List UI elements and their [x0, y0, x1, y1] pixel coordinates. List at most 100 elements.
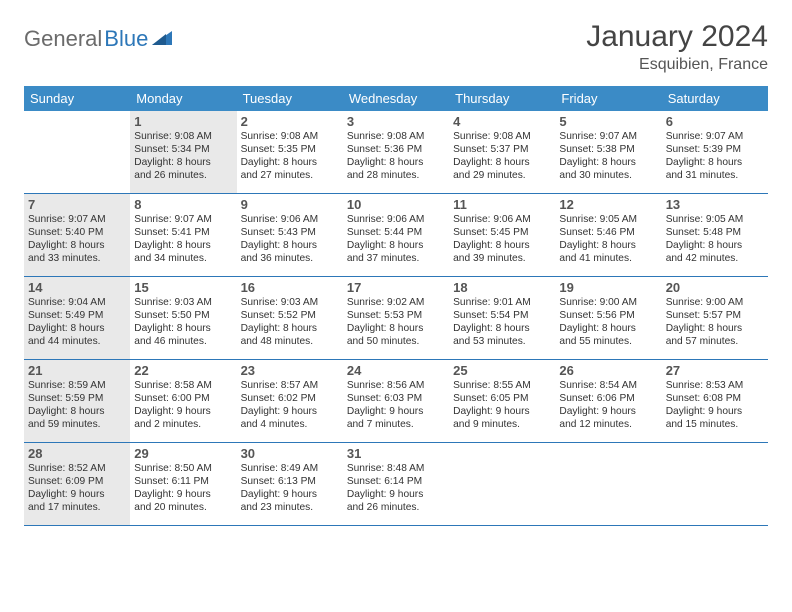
header: GeneralBlue January 2024 Esquibien, Fran…: [24, 20, 768, 74]
day-cell: 3Sunrise: 9:08 AMSunset: 5:36 PMDaylight…: [343, 111, 449, 193]
week-row: 28Sunrise: 8:52 AMSunset: 6:09 PMDayligh…: [24, 443, 768, 526]
day-info-line: Sunrise: 9:02 AM: [347, 296, 445, 309]
day-info-line: Sunset: 5:48 PM: [666, 226, 764, 239]
day-info-line: Sunrise: 9:08 AM: [134, 130, 232, 143]
day-cell: [24, 111, 130, 193]
day-info-line: Sunset: 5:34 PM: [134, 143, 232, 156]
day-info-line: Sunset: 6:14 PM: [347, 475, 445, 488]
day-info-line: Daylight: 8 hours: [241, 239, 339, 252]
day-info-line: Daylight: 8 hours: [134, 239, 232, 252]
day-info-line: Daylight: 9 hours: [347, 488, 445, 501]
day-info-line: Daylight: 8 hours: [453, 322, 551, 335]
day-info-line: Sunrise: 9:08 AM: [453, 130, 551, 143]
day-cell: 1Sunrise: 9:08 AMSunset: 5:34 PMDaylight…: [130, 111, 236, 193]
day-cell: 7Sunrise: 9:07 AMSunset: 5:40 PMDaylight…: [24, 194, 130, 276]
logo-triangle-icon: [152, 29, 172, 50]
weekday-header: Saturday: [662, 86, 768, 111]
day-info-line: Daylight: 8 hours: [241, 156, 339, 169]
day-info-line: Sunset: 5:54 PM: [453, 309, 551, 322]
day-info-line: Daylight: 9 hours: [453, 405, 551, 418]
day-number: 2: [241, 114, 339, 129]
weekday-header-row: SundayMondayTuesdayWednesdayThursdayFrid…: [24, 86, 768, 111]
day-info-line: Sunrise: 8:48 AM: [347, 462, 445, 475]
day-info-line: Sunset: 5:37 PM: [453, 143, 551, 156]
day-info-line: Sunset: 6:06 PM: [559, 392, 657, 405]
day-info-line: and 9 minutes.: [453, 418, 551, 431]
day-number: 4: [453, 114, 551, 129]
day-cell: [449, 443, 555, 525]
day-cell: 18Sunrise: 9:01 AMSunset: 5:54 PMDayligh…: [449, 277, 555, 359]
day-info-line: and 33 minutes.: [28, 252, 126, 265]
day-info-line: and 42 minutes.: [666, 252, 764, 265]
day-cell: 28Sunrise: 8:52 AMSunset: 6:09 PMDayligh…: [24, 443, 130, 525]
day-info-line: Sunrise: 9:06 AM: [347, 213, 445, 226]
day-cell: 6Sunrise: 9:07 AMSunset: 5:39 PMDaylight…: [662, 111, 768, 193]
day-number: 17: [347, 280, 445, 295]
day-info-line: Daylight: 8 hours: [559, 239, 657, 252]
day-info-line: Sunset: 5:38 PM: [559, 143, 657, 156]
weekday-header: Thursday: [449, 86, 555, 111]
day-number: 25: [453, 363, 551, 378]
day-cell: 12Sunrise: 9:05 AMSunset: 5:46 PMDayligh…: [555, 194, 661, 276]
logo: GeneralBlue: [24, 20, 172, 52]
day-cell: 10Sunrise: 9:06 AMSunset: 5:44 PMDayligh…: [343, 194, 449, 276]
day-info-line: and 28 minutes.: [347, 169, 445, 182]
day-number: 30: [241, 446, 339, 461]
day-info-line: Sunrise: 9:06 AM: [453, 213, 551, 226]
day-info-line: Sunset: 5:53 PM: [347, 309, 445, 322]
logo-text-general: General: [24, 26, 102, 52]
day-info-line: Sunrise: 9:08 AM: [241, 130, 339, 143]
day-cell: 21Sunrise: 8:59 AMSunset: 5:59 PMDayligh…: [24, 360, 130, 442]
day-number: 31: [347, 446, 445, 461]
day-number: 24: [347, 363, 445, 378]
day-info-line: and 26 minutes.: [347, 501, 445, 514]
day-info-line: Daylight: 8 hours: [453, 239, 551, 252]
day-number: 29: [134, 446, 232, 461]
day-cell: 11Sunrise: 9:06 AMSunset: 5:45 PMDayligh…: [449, 194, 555, 276]
day-info-line: Sunrise: 8:53 AM: [666, 379, 764, 392]
day-info-line: Sunrise: 8:50 AM: [134, 462, 232, 475]
day-info-line: Daylight: 8 hours: [28, 322, 126, 335]
weekday-header: Tuesday: [237, 86, 343, 111]
day-info-line: and 4 minutes.: [241, 418, 339, 431]
day-info-line: Daylight: 8 hours: [347, 239, 445, 252]
day-info-line: and 29 minutes.: [453, 169, 551, 182]
day-info-line: and 55 minutes.: [559, 335, 657, 348]
day-cell: 16Sunrise: 9:03 AMSunset: 5:52 PMDayligh…: [237, 277, 343, 359]
day-number: 10: [347, 197, 445, 212]
day-number: 5: [559, 114, 657, 129]
day-info-line: and 31 minutes.: [666, 169, 764, 182]
day-number: 11: [453, 197, 551, 212]
day-info-line: and 17 minutes.: [28, 501, 126, 514]
day-info-line: Sunrise: 9:01 AM: [453, 296, 551, 309]
day-info-line: Daylight: 9 hours: [347, 405, 445, 418]
day-info-line: Sunset: 5:44 PM: [347, 226, 445, 239]
day-number: 14: [28, 280, 126, 295]
day-info-line: and 2 minutes.: [134, 418, 232, 431]
day-info-line: Sunset: 5:45 PM: [453, 226, 551, 239]
day-info-line: Daylight: 8 hours: [559, 322, 657, 335]
day-cell: 25Sunrise: 8:55 AMSunset: 6:05 PMDayligh…: [449, 360, 555, 442]
day-info-line: Daylight: 8 hours: [28, 239, 126, 252]
day-number: 3: [347, 114, 445, 129]
day-info-line: and 41 minutes.: [559, 252, 657, 265]
day-cell: 23Sunrise: 8:57 AMSunset: 6:02 PMDayligh…: [237, 360, 343, 442]
day-info-line: Daylight: 9 hours: [241, 405, 339, 418]
day-info-line: Sunset: 6:08 PM: [666, 392, 764, 405]
day-cell: [555, 443, 661, 525]
day-info-line: and 34 minutes.: [134, 252, 232, 265]
day-info-line: Sunrise: 9:05 AM: [666, 213, 764, 226]
day-info-line: Daylight: 9 hours: [241, 488, 339, 501]
day-number: 16: [241, 280, 339, 295]
weeks-container: 1Sunrise: 9:08 AMSunset: 5:34 PMDaylight…: [24, 111, 768, 526]
day-info-line: and 36 minutes.: [241, 252, 339, 265]
day-info-line: and 53 minutes.: [453, 335, 551, 348]
day-cell: 24Sunrise: 8:56 AMSunset: 6:03 PMDayligh…: [343, 360, 449, 442]
day-info-line: Sunrise: 8:49 AM: [241, 462, 339, 475]
weekday-header: Friday: [555, 86, 661, 111]
day-info-line: Daylight: 8 hours: [347, 322, 445, 335]
day-info-line: Sunset: 5:36 PM: [347, 143, 445, 156]
day-number: 13: [666, 197, 764, 212]
calendar-page: GeneralBlue January 2024 Esquibien, Fran…: [0, 0, 792, 546]
day-info-line: and 39 minutes.: [453, 252, 551, 265]
